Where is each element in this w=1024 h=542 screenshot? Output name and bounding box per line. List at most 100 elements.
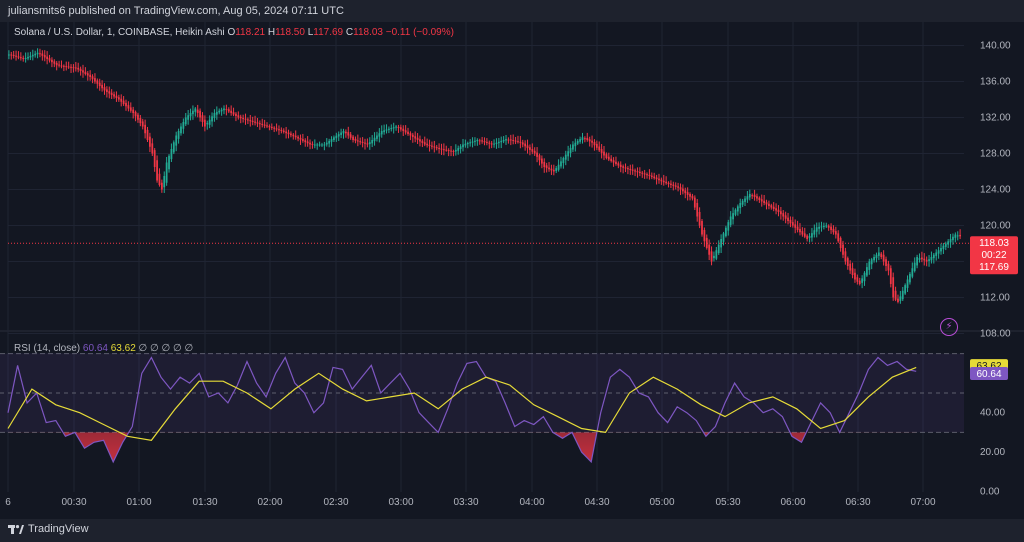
candle bbox=[928, 255, 930, 267]
rsi-tag-value: 60.64 bbox=[976, 369, 1001, 380]
chart-frame[interactable]: 108.00112.00116.00120.00124.00128.00132.… bbox=[0, 22, 1024, 519]
candle bbox=[117, 94, 120, 102]
candle bbox=[371, 135, 374, 148]
candle bbox=[144, 119, 147, 139]
candle bbox=[203, 115, 206, 132]
candle bbox=[15, 50, 17, 61]
candle bbox=[899, 290, 902, 304]
candle bbox=[514, 136, 517, 145]
candle bbox=[390, 124, 393, 132]
candle bbox=[619, 161, 622, 173]
candle bbox=[954, 232, 957, 243]
candle bbox=[244, 113, 247, 125]
candle bbox=[172, 140, 175, 155]
rsi-overbought-fill bbox=[8, 353, 917, 354]
candle bbox=[760, 194, 763, 207]
candle bbox=[239, 114, 242, 124]
candle bbox=[266, 122, 268, 129]
candle bbox=[237, 111, 240, 120]
chart-canvas[interactable]: 108.00112.00116.00120.00124.00128.00132.… bbox=[0, 22, 1024, 519]
price-axis-label: 108.00 bbox=[980, 329, 1011, 340]
candle bbox=[598, 141, 601, 153]
candle bbox=[519, 135, 522, 149]
candle bbox=[830, 223, 832, 234]
candle bbox=[309, 139, 311, 150]
candle bbox=[889, 265, 892, 288]
candle bbox=[529, 144, 531, 156]
candle bbox=[765, 199, 768, 210]
candle bbox=[751, 193, 754, 199]
candle bbox=[402, 125, 405, 137]
symbol-title[interactable]: Solana / U.S. Dollar, 1, COINBASE, Heiki… bbox=[14, 27, 225, 38]
candle bbox=[323, 141, 326, 151]
candle bbox=[368, 137, 371, 150]
time-axis-label: 06:30 bbox=[845, 497, 870, 508]
candle bbox=[729, 211, 732, 228]
candle bbox=[677, 182, 679, 192]
candle bbox=[564, 150, 567, 166]
candle bbox=[122, 96, 125, 106]
price-axis-label: 124.00 bbox=[980, 185, 1011, 196]
publish-info: juliansmits6 published on TradingView.co… bbox=[8, 5, 344, 17]
candle bbox=[108, 86, 111, 99]
candle bbox=[521, 139, 524, 148]
candle bbox=[880, 252, 883, 260]
candle bbox=[543, 158, 546, 173]
candle bbox=[299, 134, 302, 145]
candle bbox=[481, 136, 484, 144]
candle bbox=[411, 132, 414, 143]
candle bbox=[84, 67, 87, 76]
rsi-title[interactable]: RSI (14, close) bbox=[14, 343, 81, 354]
candle bbox=[734, 208, 737, 217]
brand-name: TradingView bbox=[28, 523, 89, 535]
candle bbox=[318, 141, 321, 147]
candle bbox=[770, 203, 773, 210]
candle bbox=[925, 256, 928, 267]
candle bbox=[794, 219, 797, 234]
candle bbox=[782, 210, 785, 221]
candle bbox=[854, 268, 856, 283]
candle bbox=[184, 113, 187, 127]
candle bbox=[744, 195, 746, 207]
candle bbox=[77, 62, 80, 73]
candle bbox=[79, 66, 82, 76]
rsi-axis-label: 40.00 bbox=[980, 408, 1005, 419]
candle bbox=[325, 138, 328, 147]
candle bbox=[328, 138, 331, 148]
candle bbox=[34, 50, 37, 58]
candle bbox=[330, 136, 333, 147]
candle bbox=[686, 187, 689, 201]
candle bbox=[629, 164, 632, 175]
candle bbox=[586, 132, 589, 142]
candle bbox=[72, 64, 75, 73]
candle bbox=[591, 135, 593, 148]
candle bbox=[270, 123, 273, 130]
candle bbox=[748, 189, 751, 201]
change-value: −0.11 (−0.09%) bbox=[385, 27, 454, 38]
candle bbox=[885, 256, 887, 272]
candle bbox=[923, 253, 926, 266]
candle bbox=[715, 247, 718, 261]
candle bbox=[612, 157, 615, 167]
candle bbox=[949, 233, 952, 248]
candle bbox=[526, 139, 529, 154]
candle bbox=[211, 112, 213, 127]
candle bbox=[524, 140, 527, 151]
lightning-icon[interactable]: ⚡ bbox=[940, 318, 958, 336]
candle bbox=[141, 118, 144, 130]
candle bbox=[674, 182, 677, 190]
candle bbox=[696, 198, 699, 222]
candle bbox=[74, 61, 77, 72]
candle bbox=[399, 124, 402, 132]
candle bbox=[942, 243, 945, 254]
candle bbox=[134, 110, 137, 122]
candle bbox=[758, 196, 761, 203]
candle bbox=[225, 104, 228, 116]
candle bbox=[168, 154, 170, 173]
candle bbox=[65, 61, 68, 71]
candle bbox=[705, 234, 708, 250]
candle bbox=[550, 164, 553, 175]
candle bbox=[920, 251, 923, 263]
candle bbox=[139, 114, 142, 127]
tradingview-logo[interactable]: TradingView bbox=[8, 523, 89, 535]
